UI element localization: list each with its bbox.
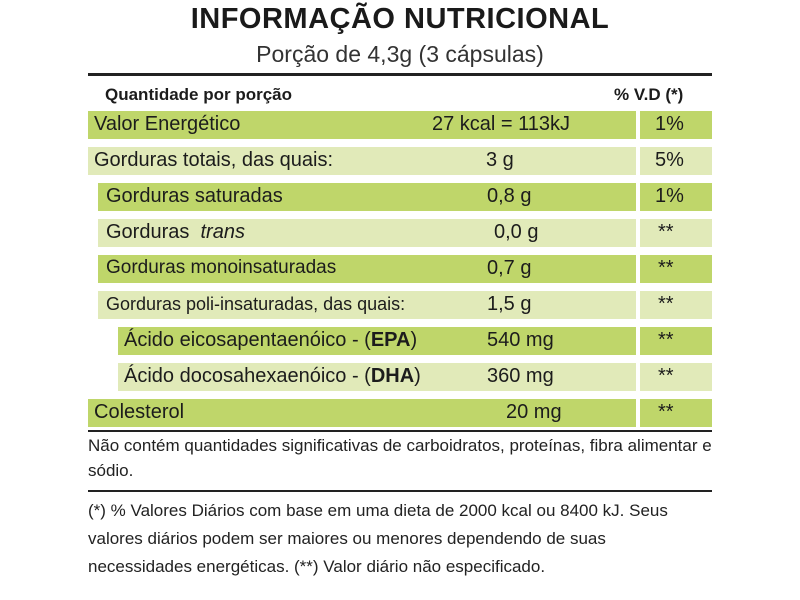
nutrient-amount: 20 mg	[506, 401, 562, 423]
nutrient-daily-value: 5%	[655, 149, 684, 171]
footnote-divider-2	[88, 490, 712, 492]
nutrient-name: Valor Energético	[94, 113, 241, 135]
nutrient-daily-value: **	[658, 329, 674, 351]
nutrient-amount: 27 kcal = 113kJ	[432, 113, 571, 135]
nutrient-name: Ácido docosahexaenóico - (DHA)	[124, 365, 421, 387]
nutrient-amount: 540 mg	[487, 329, 554, 351]
nutrient-daily-value: **	[658, 257, 674, 279]
nutrient-row-energy: Valor Energético 27 kcal = 113kJ 1%	[88, 111, 712, 139]
nutrient-row-polyunsaturated-fat: Gorduras poli-insaturadas, das quais: 1,…	[98, 291, 712, 319]
column-header-quantity: Quantidade por porção	[105, 85, 293, 104]
not-significant-note: Não contém quantidades significativas de…	[88, 436, 712, 480]
nutrient-amount: 1,5 g	[487, 293, 532, 315]
nutrient-row-dha: Ácido docosahexaenóico - (DHA) 360 mg **	[118, 363, 712, 391]
nutrient-row-trans-fat: Gorduras trans 0,0 g **	[98, 219, 712, 247]
nutrient-daily-value: **	[658, 293, 674, 315]
nutrient-amount: 3 g	[486, 149, 514, 171]
nutrient-row-monounsaturated-fat: Gorduras monoinsaturadas 0,7 g **	[98, 255, 712, 283]
label-title: INFORMAÇÃO NUTRICIONAL	[190, 3, 610, 35]
nutrient-name: Gorduras trans	[106, 221, 245, 243]
nutrient-row-saturated-fat: Gorduras saturadas 0,8 g 1%	[98, 183, 712, 211]
nutrient-row-cholesterol: Colesterol 20 mg **	[88, 399, 712, 427]
nutrient-daily-value: **	[658, 401, 674, 423]
nutrient-name: Ácido eicosapentaenóico - (EPA)	[124, 329, 418, 351]
nutrient-row-total-fat: Gorduras totais, das quais: 3 g 5%	[88, 147, 712, 175]
nutrient-name: Gorduras poli-insaturadas, das quais:	[106, 294, 406, 314]
nutrient-amount: 0,8 g	[487, 185, 532, 207]
nutrient-daily-value: **	[658, 365, 674, 387]
nutrient-daily-value: 1%	[655, 185, 684, 207]
nutrient-name: Gorduras monoinsaturadas	[106, 257, 337, 278]
footnote-divider	[88, 430, 712, 432]
nutrient-name: Gorduras totais, das quais:	[94, 149, 334, 171]
nutrient-name: Gorduras saturadas	[106, 185, 283, 207]
top-divider	[88, 73, 712, 76]
daily-value-footnote: (*) % Valores Diários com base em uma di…	[88, 501, 668, 576]
nutrient-amount: 0,7 g	[487, 257, 532, 279]
serving-size: Porção de 4,3g (3 cápsulas)	[256, 41, 544, 67]
nutrient-daily-value: **	[658, 221, 674, 243]
nutrient-amount: 360 mg	[487, 365, 554, 387]
nutrient-daily-value: 1%	[655, 113, 684, 135]
nutrient-row-epa: Ácido eicosapentaenóico - (EPA) 540 mg *…	[118, 327, 712, 355]
nutrient-amount: 0,0 g	[494, 221, 539, 243]
column-header-daily-value: % V.D (*)	[614, 85, 684, 104]
nutrient-name: Colesterol	[94, 401, 185, 423]
